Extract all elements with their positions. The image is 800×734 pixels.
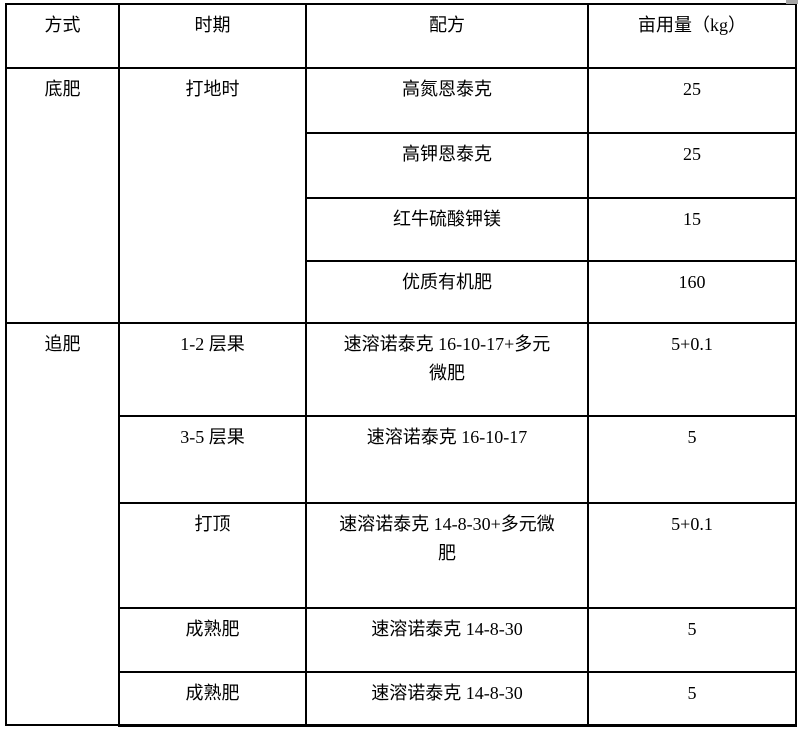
cell-period: 打地时 [118, 67, 307, 324]
cell-formula: 速溶诺泰克 16-10-17+多元 微肥 [305, 322, 589, 417]
cell-period: 1-2 层果 [118, 322, 307, 417]
cell-method-topdress: 追肥 [5, 322, 120, 726]
cell-amount: 25 [587, 132, 797, 199]
cell-period: 成熟肥 [118, 671, 307, 727]
cell-amount: 15 [587, 197, 797, 262]
header-cell-method: 方式 [5, 3, 120, 69]
cell-formula: 速溶诺泰克 14-8-30+多元微 肥 [305, 502, 589, 609]
table-row: 优质有机肥 160 [6, 260, 797, 324]
cell-formula: 速溶诺泰克 14-8-30 [305, 671, 589, 727]
table-row: 高钾恩泰克 25 [6, 132, 797, 199]
cell-formula: 高氮恩泰克 [305, 67, 589, 134]
table-row: 打顶 速溶诺泰克 14-8-30+多元微 肥 5+0.1 [6, 502, 797, 609]
cell-amount: 5+0.1 [587, 502, 797, 609]
cell-period: 打顶 [118, 502, 307, 609]
cell-amount: 5 [587, 415, 797, 504]
cell-method-base: 底肥 [5, 67, 120, 324]
cell-period: 成熟肥 [118, 607, 307, 673]
cell-amount: 160 [587, 260, 797, 324]
table-row: 成熟肥 速溶诺泰克 14-8-30 5 [6, 671, 797, 727]
cell-formula: 优质有机肥 [305, 260, 589, 324]
cell-formula: 速溶诺泰克 14-8-30 [305, 607, 589, 673]
cell-amount: 5+0.1 [587, 322, 797, 417]
table-header-row: 方式 时期 配方 亩用量（kg） [5, 3, 797, 69]
cell-formula: 速溶诺泰克 16-10-17 [305, 415, 589, 504]
cell-period: 3-5 层果 [118, 415, 307, 504]
fertilizer-schedule-table: 方式 时期 配方 亩用量（kg） 底肥 打地时 高氮恩泰克 25 高钾恩泰克 2… [5, 3, 797, 727]
table-row: 成熟肥 速溶诺泰克 14-8-30 5 [6, 607, 797, 673]
table-row: 红牛硫酸钾镁 15 [6, 197, 797, 262]
table-row: 3-5 层果 速溶诺泰克 16-10-17 5 [6, 415, 797, 504]
header-cell-amount: 亩用量（kg） [587, 3, 797, 69]
cell-amount: 5 [587, 671, 797, 727]
header-cell-period: 时期 [118, 3, 307, 69]
corner-artifact-mark [786, 0, 798, 4]
cell-formula: 红牛硫酸钾镁 [305, 197, 589, 262]
cell-amount: 25 [587, 67, 797, 134]
header-cell-formula: 配方 [305, 3, 589, 69]
table-row: 底肥 打地时 高氮恩泰克 25 [5, 67, 797, 324]
cell-formula: 高钾恩泰克 [305, 132, 589, 199]
cell-amount: 5 [587, 607, 797, 673]
table-row: 追肥 1-2 层果 速溶诺泰克 16-10-17+多元 微肥 5+0.1 [5, 322, 797, 726]
